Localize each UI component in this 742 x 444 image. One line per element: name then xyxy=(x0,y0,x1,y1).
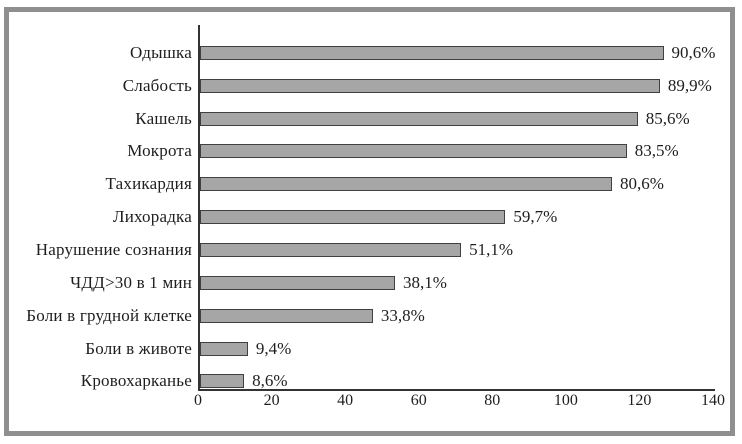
value-label: 51,1% xyxy=(469,240,514,259)
bar-row: Кашель 85,6% xyxy=(135,102,715,135)
category-label: Слабость xyxy=(122,75,192,95)
bar-row: Слабость 89,9% xyxy=(123,69,715,102)
category-label: Нарушение сознания xyxy=(35,240,192,259)
category-label: ЧДД>30 в 1 мин xyxy=(70,272,192,292)
x-tick-label: 120 xyxy=(627,392,652,409)
value-label: 9,4% xyxy=(255,338,292,358)
bar-row: Боли в грудной клетке 33,8% xyxy=(26,299,715,332)
figure-border xyxy=(4,7,735,436)
bar xyxy=(200,308,373,323)
category-label: Боли в животе xyxy=(85,338,192,358)
value-label: 90,6% xyxy=(671,42,716,62)
plot-area: Одышка 90,6% Слабость 89,9% Кашель 85,6% Мокро… xyxy=(26,25,716,391)
bar xyxy=(200,177,612,192)
bar-row: Кровохарканье 8,6% xyxy=(81,365,715,398)
category-label: Мокрота xyxy=(127,141,192,161)
value-label: 59,7% xyxy=(513,207,558,227)
bar xyxy=(200,78,660,93)
bar-row: Боли в животе 9,4% xyxy=(85,332,715,365)
x-axis: 0 20 40 60 80 100 120 140 xyxy=(0,392,742,412)
x-tick-label: 0 xyxy=(194,392,202,409)
bar xyxy=(200,111,638,126)
bar xyxy=(200,45,664,60)
bar-row: Нарушение сознания 51,1% xyxy=(36,234,715,267)
value-label: 33,8% xyxy=(380,305,425,325)
category-label: Кровохарканье xyxy=(80,371,192,391)
bar-row: Тахикардия 80,6% xyxy=(106,168,715,201)
bar xyxy=(200,374,245,389)
value-label: 89,9% xyxy=(667,75,712,95)
category-label: Тахикардия xyxy=(105,174,192,194)
value-label: 83,5% xyxy=(634,141,679,161)
bar-row: Мокрота 83,5% xyxy=(127,135,715,168)
bar xyxy=(200,341,248,356)
value-label: 80,6% xyxy=(620,174,664,194)
x-tick-label: 140 xyxy=(701,392,725,409)
category-label: Лихорадка xyxy=(112,207,192,227)
x-tick-label: 60 xyxy=(410,392,427,409)
category-label: Кашель xyxy=(135,108,192,128)
bar-row: Одышка 90,6% xyxy=(130,36,716,69)
x-tick-label: 80 xyxy=(484,392,501,409)
x-tick-label: 100 xyxy=(553,392,578,409)
x-tick-label: 20 xyxy=(263,392,280,409)
value-label: 85,6% xyxy=(645,108,690,128)
bar-row: Лихорадка 59,7% xyxy=(113,201,715,234)
x-tick-label: 40 xyxy=(337,392,354,409)
value-label: 8,6% xyxy=(252,371,288,391)
category-label: Боли в грудной клетке xyxy=(26,305,192,325)
bar xyxy=(200,210,506,225)
bar-row: ЧДД>30 в 1 мин 38,1% xyxy=(70,266,715,299)
value-label: 38,1% xyxy=(402,272,447,292)
bar xyxy=(200,275,395,290)
category-label: Одышка xyxy=(130,42,192,62)
bar xyxy=(200,243,462,257)
bar xyxy=(200,144,627,159)
